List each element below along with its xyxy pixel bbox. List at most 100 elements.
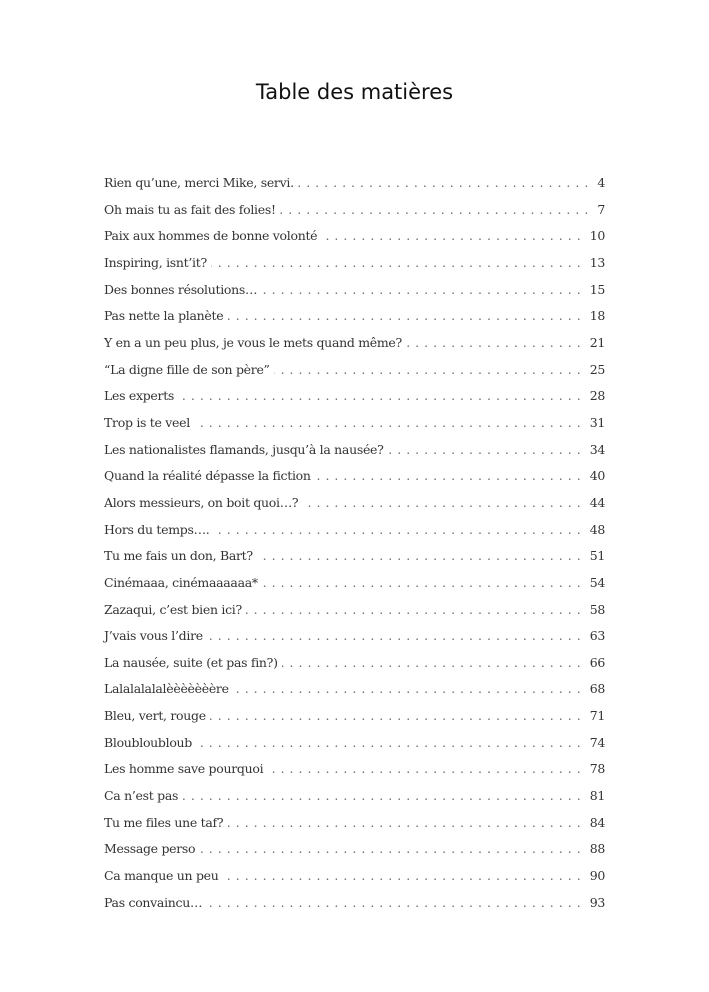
toc-entry-title: J’vais vous l’dire: [104, 628, 203, 644]
toc-entry-title: Tu me fais un don, Bart?: [104, 548, 253, 564]
toc-entry[interactable]: Ca manque un peu........................…: [104, 868, 605, 895]
toc-entry-page: 71: [589, 708, 606, 724]
toc-entry[interactable]: La nausée, suite (et pas fin?)..........…: [104, 655, 605, 682]
leader-dots: ........................................…: [279, 201, 594, 217]
toc-entry-page: 4: [597, 175, 605, 190]
leader-dots: ........................................…: [246, 601, 586, 617]
toc-entry[interactable]: Inspiring, isnt’it?.....................…: [104, 255, 605, 282]
leader-dots: ........................................…: [321, 228, 586, 244]
toc-entry-title: Pas nette la planète: [104, 308, 224, 324]
toc-entry-page: 48: [589, 521, 606, 537]
leader-dots: ........................................…: [261, 281, 586, 297]
toc-entry[interactable]: Zazaqui, c’est bien ici?................…: [104, 602, 605, 629]
toc-entry-title: Ca manque un peu: [104, 868, 219, 884]
toc-entry[interactable]: Bleu, vert, rouge.......................…: [104, 708, 605, 735]
toc-entry[interactable]: Des bonnes résolutions….................…: [104, 282, 605, 309]
toc-entry-page: 31: [589, 414, 606, 430]
toc-entry-title: Bleu, vert, rouge: [104, 708, 206, 724]
toc-entry-page: 66: [589, 654, 606, 670]
toc-entry-title: Ca n’est pas: [104, 788, 179, 804]
toc-entry-title: Rien qu’une, merci Mike, servi.: [104, 175, 294, 190]
toc-entry[interactable]: “La digne fille de son père”............…: [104, 362, 605, 389]
toc-entry-title: Des bonnes résolutions…: [104, 281, 258, 297]
leader-dots: ........................................…: [256, 548, 586, 564]
toc-entry-page: 90: [589, 868, 606, 884]
toc-entry[interactable]: Y en a un peu plus, je vous le mets quan…: [104, 335, 605, 362]
leader-dots: ........................................…: [274, 361, 586, 377]
toc-entry-title: Les nationalistes flamands, jusqu’à la n…: [104, 441, 384, 457]
leader-dots: ........................................…: [297, 175, 594, 190]
toc-entry[interactable]: Cinémaaa, cinémaaaaaa*..................…: [104, 575, 605, 602]
toc-entry[interactable]: Les experts.............................…: [104, 388, 605, 415]
toc-entry-page: 28: [589, 388, 606, 404]
toc-entry[interactable]: Bloubloubloub...........................…: [104, 735, 605, 762]
toc-entry-title: Les homme save pourquoi: [104, 761, 264, 777]
leader-dots: ........................................…: [233, 681, 586, 697]
toc-entry[interactable]: Les nationalistes flamands, jusqu’à la n…: [104, 442, 605, 469]
leader-dots: ........................................…: [227, 308, 586, 324]
toc-entry-page: 34: [589, 441, 606, 457]
toc-entry[interactable]: Alors messieurs, on boit quoi…?.........…: [104, 495, 605, 522]
toc-entry-title: Lalalalalalèèèèèèère: [104, 681, 229, 697]
toc-entry-page: 84: [589, 814, 606, 830]
toc-entry[interactable]: Ca n’est pas............................…: [104, 788, 605, 815]
toc-entry-page: 93: [589, 894, 606, 910]
toc-entry[interactable]: Rien qu’une, merci Mike, servi..........…: [104, 175, 605, 202]
leader-dots: ........................................…: [199, 841, 586, 857]
toc-entry[interactable]: J’vais vous l’dire......................…: [104, 628, 605, 655]
toc-entry-title: Paix aux hommes de bonne volonté: [104, 228, 318, 244]
toc-entry[interactable]: Pas nette la planète....................…: [104, 308, 605, 335]
toc-entry-title: Oh mais tu as fait des folies!: [104, 201, 276, 217]
toc-entry[interactable]: Message perso...........................…: [104, 841, 605, 868]
leader-dots: ........................................…: [182, 788, 586, 804]
toc-entry[interactable]: Trop is te veel.........................…: [104, 415, 605, 442]
leader-dots: ........................................…: [206, 894, 586, 910]
toc-entry-title: Les experts: [104, 388, 175, 404]
toc-entry-title: Y en a un peu plus, je vous le mets quan…: [104, 334, 402, 350]
leader-dots: ........................................…: [196, 734, 586, 750]
toc-entry-title: Alors messieurs, on boit quoi…?: [104, 494, 299, 510]
table-of-contents: Rien qu’une, merci Mike, servi..........…: [104, 175, 605, 921]
toc-entry[interactable]: Oh mais tu as fait des folies!..........…: [104, 202, 605, 229]
leader-dots: ........................................…: [262, 574, 586, 590]
toc-entry-page: 10: [589, 228, 606, 244]
leader-dots: ........................................…: [282, 654, 586, 670]
toc-entry-page: 74: [589, 734, 606, 750]
leader-dots: ........................................…: [178, 388, 586, 404]
toc-entry[interactable]: Quand la réalité dépasse la fiction.....…: [104, 468, 605, 495]
toc-entry-page: 40: [589, 468, 606, 484]
toc-entry-page: 44: [589, 494, 606, 510]
toc-entry[interactable]: Tu me files une taf?....................…: [104, 815, 605, 842]
toc-entry-page: 54: [589, 574, 606, 590]
toc-entry[interactable]: Les homme save pourquoi.................…: [104, 761, 605, 788]
toc-entry-page: 63: [589, 628, 606, 644]
leader-dots: ........................................…: [213, 521, 586, 537]
toc-entry-title: Message perso: [104, 841, 196, 857]
toc-entry[interactable]: Hors du temps…..........................…: [104, 522, 605, 549]
leader-dots: ........................................…: [388, 441, 586, 457]
toc-entry-page: 58: [589, 601, 606, 617]
toc-entry[interactable]: Lalalalalalèèèèèèère....................…: [104, 681, 605, 708]
toc-entry-title: Quand la réalité dépasse la fiction: [104, 468, 311, 484]
leader-dots: ........................................…: [210, 708, 586, 724]
toc-entry-page: 88: [589, 841, 606, 857]
toc-entry-title: Cinémaaa, cinémaaaaaa*: [104, 574, 258, 590]
toc-entry-title: “La digne fille de son père”: [104, 361, 270, 377]
toc-entry-title: La nausée, suite (et pas fin?): [104, 654, 278, 670]
leader-dots: ........................................…: [267, 761, 586, 777]
toc-entry-title: Tu me files une taf?: [104, 814, 224, 830]
leader-dots: ........................................…: [207, 628, 586, 644]
toc-entry-page: 18: [589, 308, 606, 324]
leader-dots: ........................................…: [211, 254, 586, 270]
leader-dots: ........................................…: [302, 494, 586, 510]
toc-entry-title: Bloubloubloub: [104, 734, 193, 750]
page-title: Table des matières: [255, 80, 454, 104]
leader-dots: ........................................…: [406, 334, 586, 350]
toc-entry[interactable]: Tu me fais un don, Bart?................…: [104, 548, 605, 575]
toc-entry-page: 13: [589, 254, 606, 270]
leader-dots: ........................................…: [193, 414, 586, 430]
toc-entry[interactable]: Paix aux hommes de bonne volonté........…: [104, 228, 605, 255]
toc-entry[interactable]: Pas convaincu…..........................…: [104, 895, 605, 922]
toc-entry-page: 78: [589, 761, 606, 777]
toc-entry-title: Hors du temps….: [104, 521, 210, 537]
